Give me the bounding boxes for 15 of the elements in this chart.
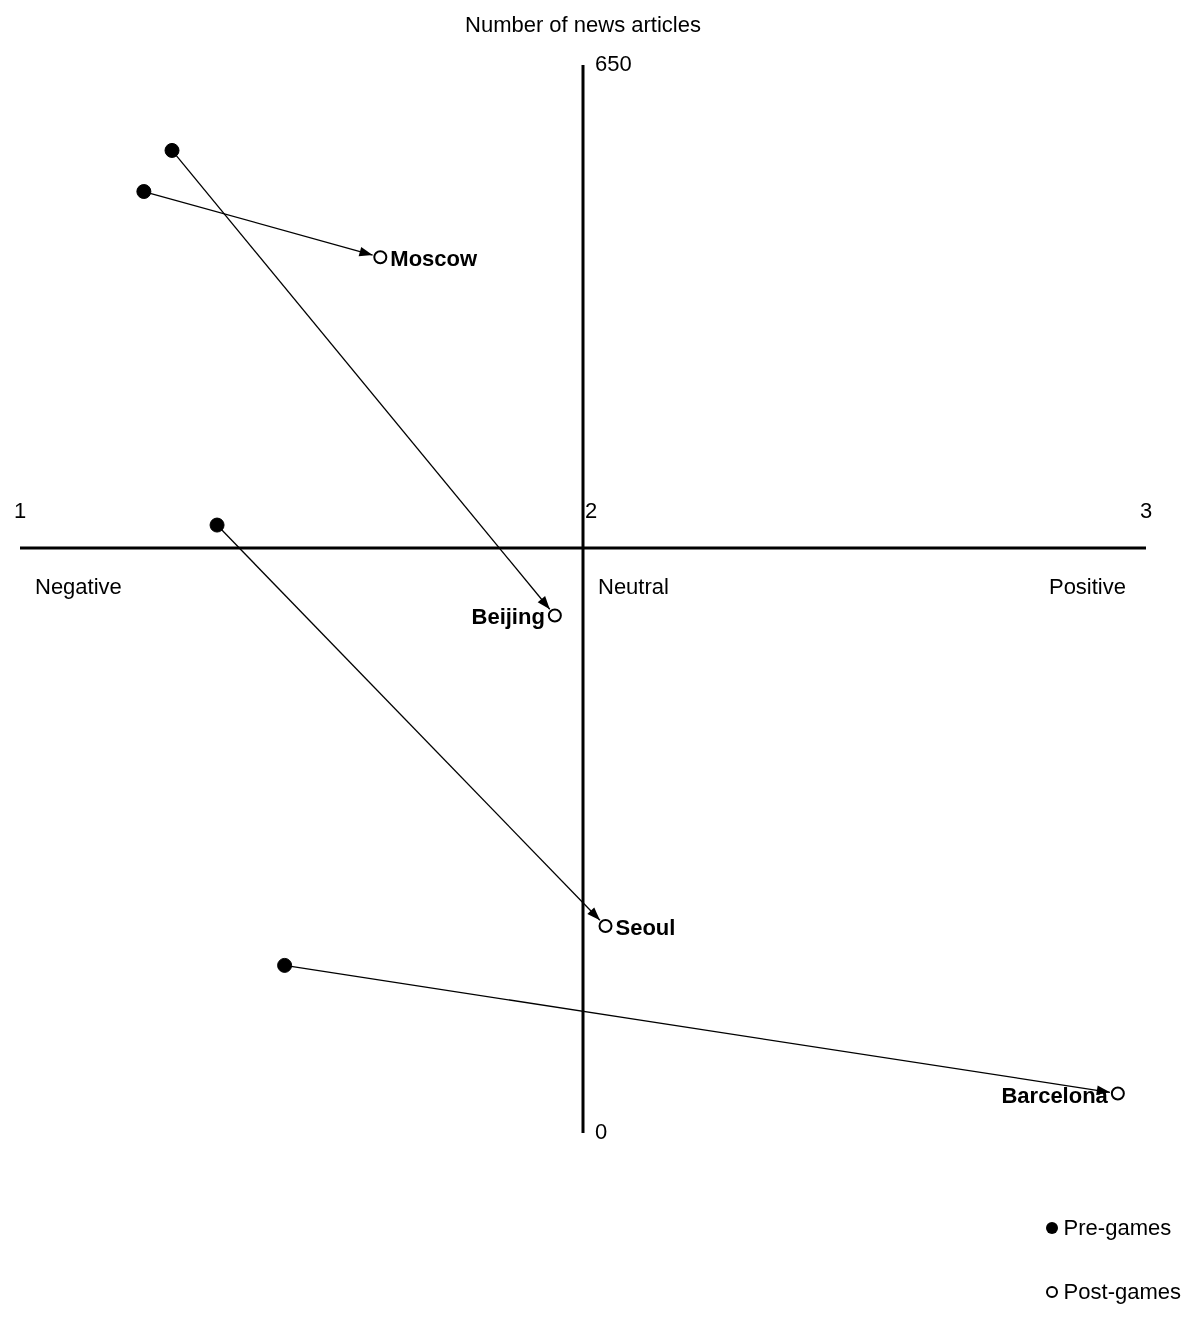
legend-label: Pre-games [1063,1215,1172,1241]
annotation: Barcelona [1001,1082,1109,1108]
y-tick-label: 650 [595,51,632,77]
annotation: Positive [1048,574,1126,600]
x-tick-label: 2 [584,498,598,524]
x-tick-label: 1 [13,498,27,524]
y-axis-title: Number of news articles [465,12,701,38]
x-tick-label: 3 [1139,498,1153,524]
annotation: Negative [35,574,122,600]
annotation: Moscow [390,246,478,272]
annotation: Neutral [598,574,669,600]
legend-label: Post-games [1063,1279,1181,1305]
annotation: Beijing [471,604,545,630]
y-tick-label: 0 [595,1119,608,1145]
annotation: Seoul [615,915,676,941]
